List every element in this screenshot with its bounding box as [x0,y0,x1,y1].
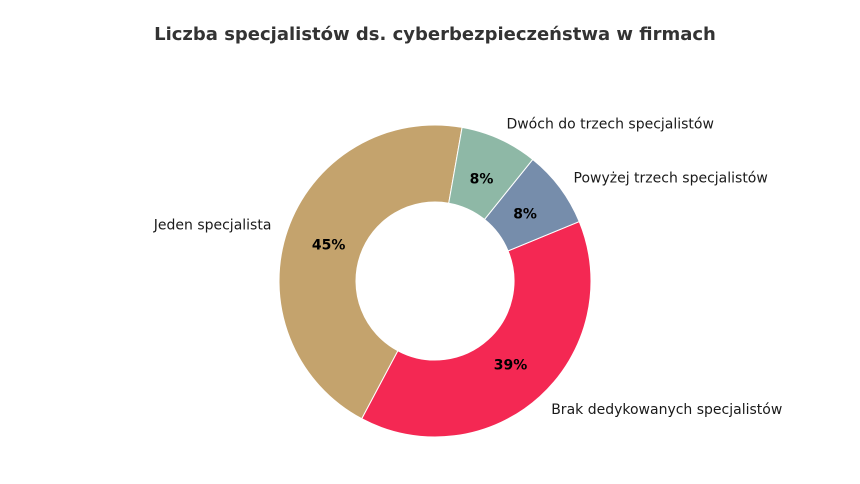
slice-percent-label: 8% [470,172,494,188]
slice-category-label: Jeden specjalista [153,218,272,234]
donut-slice [361,220,592,438]
slice-category-label: Dwóch do trzech specjalistów [506,116,713,132]
slice-percent-label: 8% [513,207,537,223]
slice-labels: 45% Jeden specjalista 39% Brak dedykowanych… [153,116,783,418]
donut-slices [278,124,592,438]
slice-percent-label: 39% [494,357,528,373]
donut-slice [448,126,534,221]
slice-category-label: Powyżej trzech specjalistów [574,170,768,186]
slice-percent-label: 45% [312,237,346,253]
slice-category-label: Brak dedykowanych specjalistów [551,402,782,418]
donut-slice [278,124,463,420]
chart-title: Liczba specjalistów ds. cyberbezpieczeńs… [154,24,716,45]
